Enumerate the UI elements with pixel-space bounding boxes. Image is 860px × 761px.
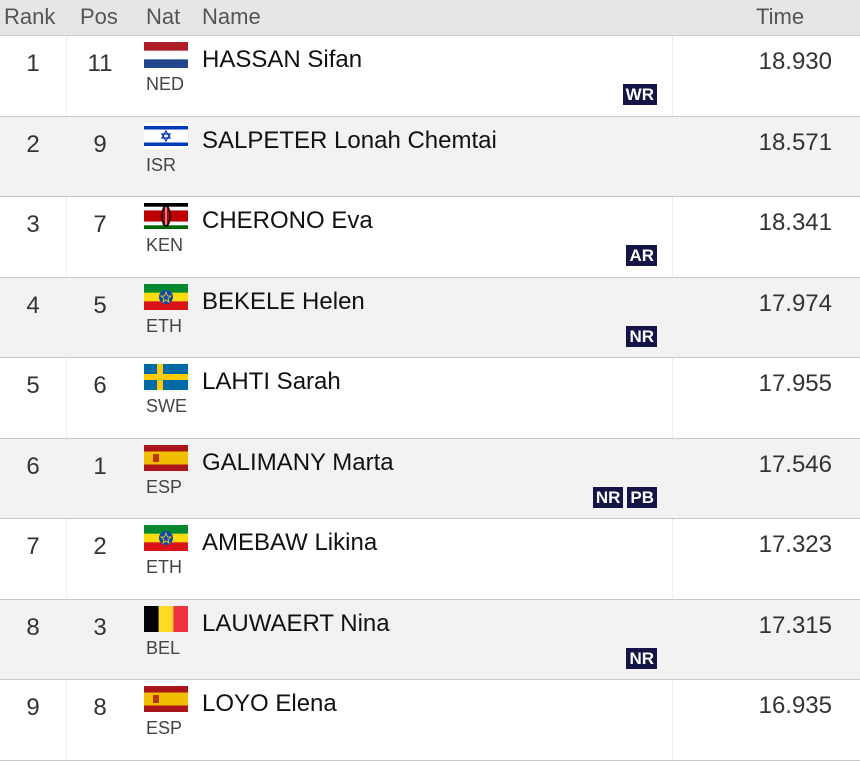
athlete-name: AMEBAW Likina — [202, 529, 378, 556]
pos: 6 — [93, 372, 107, 399]
athlete-name: GALIMANY Marta — [202, 448, 394, 476]
flag-icon — [144, 203, 188, 230]
flag-icon — [144, 444, 188, 471]
pos: 8 — [93, 694, 107, 721]
time: 17.315 — [758, 611, 832, 639]
column-divider — [672, 36, 673, 760]
result-row: 5 6 SWE LAHTI Sarah 17.955 — [0, 358, 860, 439]
record-badges: NR — [622, 325, 657, 347]
pos: 1 — [93, 452, 107, 480]
time: 16.935 — [758, 692, 832, 719]
athlete-name: LOYO Elena — [202, 690, 337, 717]
header-rank: Rank — [4, 4, 56, 29]
nat-code: ISR — [146, 154, 177, 175]
nat-code: KEN — [146, 235, 184, 255]
athlete-name: SALPETER Lonah Chemtai — [202, 126, 497, 154]
rank: 9 — [26, 694, 40, 721]
table-header: Rank Pos Nat Name Time — [0, 0, 860, 36]
record-badge: NR — [626, 647, 657, 669]
result-row: 1 11 NED HASSAN Sifan 18.930 WR — [0, 36, 860, 117]
time: 17.955 — [758, 370, 832, 397]
nat-code: BEL — [146, 637, 181, 658]
flag-icon — [144, 686, 188, 712]
pos: 2 — [93, 533, 107, 560]
record-badges: AR — [622, 245, 657, 266]
flag-icon — [144, 605, 189, 632]
result-row: 7 2 ETH AMEBAW Likina 17.323 — [0, 519, 860, 600]
header-nat: Nat — [146, 4, 181, 29]
nat-code: ESP — [146, 718, 183, 738]
athlete-name: LAUWAERT Nina — [202, 609, 390, 637]
pos: 3 — [93, 613, 107, 641]
rank: 1 — [26, 50, 40, 77]
record-badges: WR — [619, 84, 657, 105]
rank: 4 — [26, 291, 40, 319]
athlete-name: HASSAN Sifan — [202, 46, 363, 73]
pos: 5 — [93, 291, 107, 319]
flag-icon — [144, 525, 188, 552]
record-badges: NR PB — [589, 486, 657, 508]
flag — [144, 605, 189, 637]
flag — [144, 444, 188, 476]
nat-code: ETH — [146, 557, 182, 577]
athlete-name: BEKELE Helen — [202, 287, 365, 315]
header-time: Time — [756, 4, 805, 29]
flag — [144, 283, 188, 315]
result-row: 2 9 ISR SALPETER Lonah Chemtai 18.571 — [0, 116, 860, 197]
result-row: 4 5 ETH BEKELE Helen 17.974 NR — [0, 277, 860, 358]
nat-code: NED — [146, 74, 185, 94]
rank: 5 — [26, 372, 40, 399]
flag — [144, 203, 188, 234]
flag — [144, 122, 188, 154]
record-badge: NR — [592, 486, 624, 508]
record-badges: NR — [622, 647, 657, 669]
header-name: Name — [202, 4, 261, 29]
time: 17.323 — [758, 531, 832, 558]
result-row: 3 7 KEN CHERONO Eva 18.341 AR — [0, 197, 860, 278]
record-badge: NR — [626, 325, 657, 347]
record-badge: WR — [622, 84, 657, 105]
nat-code: ESP — [146, 476, 183, 497]
nat-code: SWE — [146, 396, 188, 416]
flag-icon — [144, 122, 188, 149]
result-row: 6 1 ESP GALIMANY Marta 17.546 NR PB — [0, 438, 860, 519]
time: 17.974 — [758, 289, 832, 317]
time: 18.341 — [758, 209, 832, 236]
flag-icon — [144, 42, 188, 69]
flag-icon — [144, 283, 188, 310]
record-badge: AR — [626, 245, 657, 266]
column-divider — [66, 36, 67, 760]
rank: 7 — [26, 533, 40, 560]
rank: 3 — [26, 211, 40, 238]
result-row: 9 8 ESP LOYO Elena 16.935 — [0, 680, 860, 761]
rank: 6 — [26, 452, 40, 480]
time: 18.571 — [758, 128, 832, 156]
pos: 11 — [87, 50, 113, 77]
pos: 7 — [93, 211, 107, 238]
pos: 9 — [93, 130, 107, 158]
athlete-name: CHERONO Eva — [202, 207, 373, 234]
flag-icon — [144, 364, 188, 390]
time: 18.930 — [758, 48, 832, 75]
nat-code: ETH — [146, 315, 182, 336]
flag — [144, 42, 188, 73]
flag — [144, 364, 188, 395]
rank: 8 — [26, 613, 40, 641]
rank: 2 — [26, 130, 40, 158]
record-badge: PB — [627, 486, 657, 508]
athlete-name: LAHTI Sarah — [202, 368, 341, 395]
header-pos: Pos — [80, 4, 118, 29]
flag — [144, 525, 188, 556]
flag — [144, 686, 188, 717]
time: 17.546 — [758, 450, 832, 478]
result-row: 8 3 BEL LAUWAERT Nina 17.315 NR — [0, 599, 860, 680]
